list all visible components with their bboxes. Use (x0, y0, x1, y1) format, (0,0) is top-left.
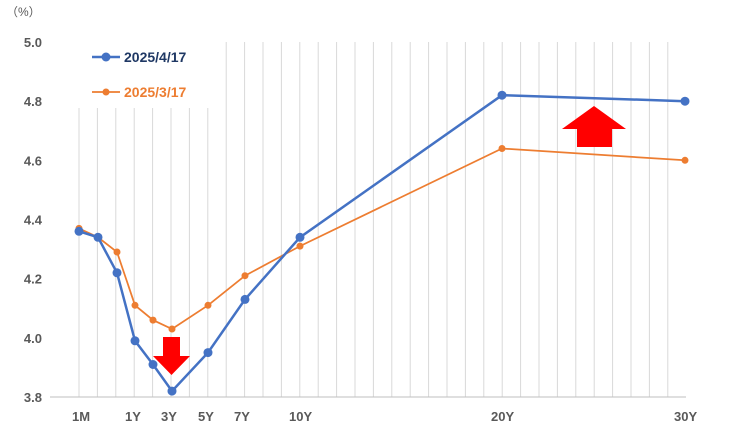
y-tick-label: 4.6 (24, 153, 42, 168)
data-point (498, 145, 506, 152)
legend-label: 2025/4/17 (124, 49, 186, 65)
data-point (74, 226, 84, 236)
y-tick-label: 4.4 (24, 213, 43, 228)
series-primary (74, 90, 690, 396)
series-secondary (75, 145, 689, 333)
legend-swatch-marker (101, 52, 111, 62)
data-point (149, 316, 157, 324)
legend: 2025/4/17 2025/3/17 (60, 42, 220, 108)
data-point (112, 268, 122, 278)
data-point (148, 360, 158, 369)
data-point (93, 232, 103, 242)
data-point (131, 301, 139, 309)
annotations (153, 106, 626, 375)
data-point (295, 232, 305, 242)
x-tick-label: 5Y (198, 409, 214, 424)
data-point (204, 301, 212, 309)
up-arrow-icon (562, 106, 626, 147)
data-point (296, 242, 304, 250)
y-unit-label: （%） (6, 5, 41, 19)
y-tick-label: 4.0 (24, 331, 42, 346)
x-tick-label: 1M (72, 409, 90, 424)
data-point (681, 156, 689, 164)
y-tick-label: 4.8 (24, 94, 42, 109)
data-point (240, 294, 250, 304)
legend-swatch-marker (102, 88, 110, 96)
x-tick-label: 10Y (289, 409, 312, 424)
data-point (167, 386, 177, 396)
data-point (241, 272, 249, 280)
legend-label: 2025/3/17 (124, 84, 186, 100)
legend-box (60, 42, 220, 108)
series-layer (74, 90, 690, 396)
down-arrow-icon (153, 337, 190, 375)
data-point (113, 248, 121, 256)
data-point (130, 336, 140, 346)
x-tick-label: 1Y (125, 409, 141, 424)
y-tick-label: 5.0 (24, 35, 42, 50)
x-tick-label: 30Y (674, 409, 697, 424)
y-tick-label: 4.2 (24, 272, 42, 287)
data-point (168, 325, 176, 333)
x-tick-label: 7Y (234, 409, 250, 424)
x-tick-label: 3Y (161, 409, 177, 424)
data-point (680, 96, 690, 106)
axes: （%） 5.0 4.8 4.6 4.4 4.2 4.0 3.8 1M 1Y 3Y 5Y 7Y 10Y 20Y… (6, 5, 697, 424)
data-point (497, 90, 507, 100)
y-tick-label: 3.8 (24, 390, 42, 405)
legend-item: 2025/3/17 (92, 84, 186, 100)
data-point (203, 348, 213, 358)
x-tick-label: 20Y (491, 409, 514, 424)
legend-item: 2025/4/17 (92, 49, 186, 65)
